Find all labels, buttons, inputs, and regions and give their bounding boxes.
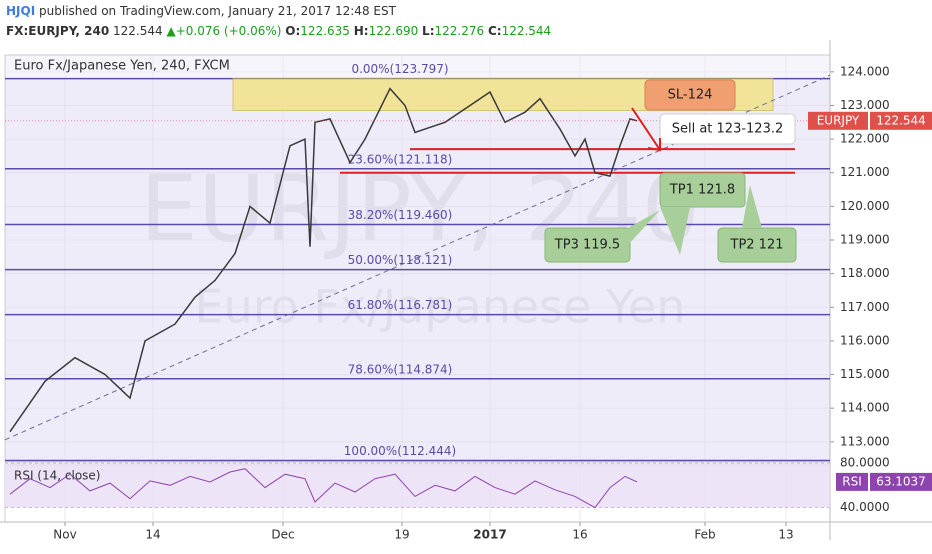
y-tick-label: 119.000 <box>840 233 890 247</box>
annotation: TP1 121.8 <box>669 183 735 198</box>
l-label: L: <box>422 24 434 38</box>
y-tick-label: 120.000 <box>840 199 890 213</box>
fib-label: 100.00%(112.444) <box>344 444 456 458</box>
x-tick-label: Nov <box>53 528 76 542</box>
annotation: TP2 121 <box>730 238 784 253</box>
x-tick-label: Dec <box>271 528 294 542</box>
y-tick-label: 117.000 <box>840 300 890 314</box>
price-tag-label: 122.544 <box>876 113 926 127</box>
header-line1: HJQI published on TradingView.com, Janua… <box>6 4 397 18</box>
rsi-line <box>9 468 638 509</box>
x-tick-label: 2017 <box>473 528 506 542</box>
rsi-tag-name: RSI <box>842 474 862 488</box>
y-tick-label: 124.000 <box>840 64 890 78</box>
y-tick-label: 122.000 <box>840 132 890 146</box>
y-tick-label: 114.000 <box>840 401 890 415</box>
c-label: C: <box>488 24 502 38</box>
x-tick-label: Feb <box>694 528 715 542</box>
annotation: Sell at 123-123.2 <box>672 122 784 137</box>
fib-label: 50.00%(118.121) <box>348 253 453 267</box>
author: HJQI <box>6 4 35 18</box>
x-tick-label: 19 <box>394 528 409 542</box>
rsi-tick-label: 80.0000 <box>840 456 890 470</box>
rsi-tick-label: 40.0000 <box>840 500 890 514</box>
pointer <box>628 210 660 245</box>
rsi-band <box>5 463 830 508</box>
y-tick-label: 118.000 <box>840 266 890 280</box>
fib-label: 23.60%(121.118) <box>348 152 453 166</box>
last: 122.544 <box>113 24 163 38</box>
x-tick-label: 13 <box>778 528 793 542</box>
fib-label: 38.20%(119.460) <box>348 208 453 222</box>
price-line <box>9 87 638 433</box>
rsi-tag-bg <box>870 472 932 491</box>
y-tick-label: 123.000 <box>840 98 890 112</box>
rsi-tag-name-bg <box>836 472 868 491</box>
chart-title: Euro Fx/Japanese Yen, 240, FXCM <box>14 59 230 74</box>
annotation: SL-124 <box>668 88 713 103</box>
header-line2: FX:EURJPY, 240 122.544 ▲+0.076 (+0.06%) … <box>6 24 551 38</box>
arrow <box>631 107 661 152</box>
pointer <box>660 207 690 255</box>
close: 122.544 <box>502 24 552 38</box>
annotation-box <box>659 113 796 145</box>
annotation-box <box>659 172 746 208</box>
fib-label: 78.60%(114.874) <box>348 362 453 376</box>
y-tick-label: 115.000 <box>840 367 890 381</box>
fib-zone <box>5 224 830 270</box>
arrow: ▲ <box>166 24 176 38</box>
y-tick-label: 121.000 <box>840 165 890 179</box>
annotation-box <box>644 79 736 111</box>
change: +0.076 (+0.06%) <box>176 24 282 38</box>
h-label: H: <box>354 24 369 38</box>
watermark-sub: Euro Fx/Japanese Yen <box>195 280 686 334</box>
price-tag-bg <box>870 111 932 130</box>
annotation-box <box>544 227 631 263</box>
published: published on TradingView.com, January 21… <box>39 4 397 18</box>
annotation: TP3 119.5 <box>554 238 620 253</box>
low: 122.276 <box>435 24 485 38</box>
x-tick-label: 16 <box>572 528 587 542</box>
fib-zone <box>5 269 830 315</box>
fib-label: 61.80%(116.781) <box>348 298 453 312</box>
fib-label: 0.00%(123.797) <box>351 62 448 76</box>
pointer <box>742 185 762 228</box>
rsi-tag-label: 63.1037 <box>876 474 926 488</box>
price-tag-name: EURJPY <box>817 113 860 127</box>
o-label: O: <box>285 24 300 38</box>
high: 122.690 <box>369 24 419 38</box>
symbol: FX:EURJPY, 240 <box>6 24 109 38</box>
open: 122.635 <box>300 24 350 38</box>
y-tick-label: 113.000 <box>840 434 890 448</box>
rsi-title: RSI (14, close) <box>14 469 100 483</box>
fib-zone <box>5 314 830 379</box>
price-tag-name-bg <box>808 111 868 130</box>
x-tick-label: 14 <box>145 528 160 542</box>
y-tick-label: 116.000 <box>840 333 890 347</box>
fib-zone <box>5 378 830 461</box>
